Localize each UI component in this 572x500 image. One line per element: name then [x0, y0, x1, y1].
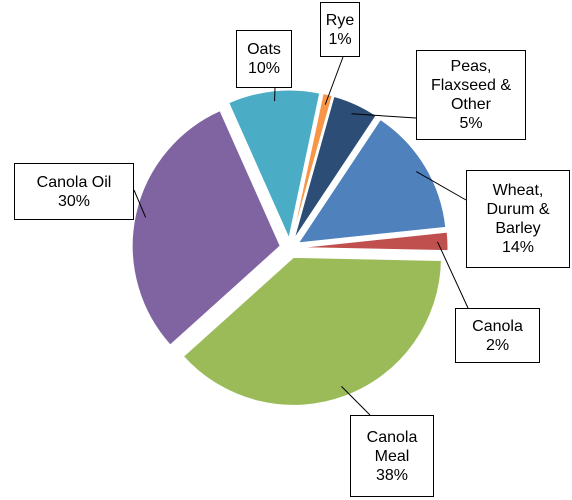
- callout-label: Wheat, Durum & Barley 14%: [466, 170, 570, 268]
- pie-slice: [228, 89, 321, 240]
- callout-label: Oats 10%: [236, 30, 292, 88]
- category-label: Canola Meal: [366, 428, 418, 465]
- callout-line: [416, 171, 467, 201]
- pie-slice: [182, 256, 442, 406]
- value-label: 5%: [459, 115, 483, 132]
- category-label: Oats: [247, 41, 281, 58]
- category-label: Wheat, Durum & Barley: [486, 182, 550, 237]
- category-label: Peas, Flaxseed & Other: [430, 58, 512, 113]
- pie-slice: [291, 92, 333, 239]
- callout-label: Rye 1%: [320, 2, 360, 57]
- callout-line: [324, 56, 344, 105]
- pie-slice: [297, 118, 447, 244]
- category-label: Rye: [325, 11, 355, 29]
- callout-line: [341, 386, 371, 416]
- value-label: 2%: [485, 336, 510, 354]
- category-label: Canola Oil: [36, 173, 112, 191]
- callout-line: [133, 189, 147, 218]
- value-label: 1%: [328, 30, 352, 48]
- value-label: 38%: [375, 466, 409, 484]
- pie-slice: [299, 231, 449, 252]
- callout-label: Canola Oil 30%: [14, 163, 134, 220]
- callout-label: Canola 2%: [455, 308, 540, 363]
- pie-slice: [131, 110, 281, 346]
- value-label: 30%: [57, 192, 91, 210]
- callout-line: [351, 113, 417, 119]
- category-label: Canola: [472, 317, 523, 335]
- value-label: 14%: [501, 239, 535, 256]
- callout-label: Peas, Flaxseed & Other 5%: [416, 50, 526, 140]
- callout-label: Canola Meal 38%: [350, 415, 434, 497]
- callout-line: [437, 241, 469, 309]
- value-label: 10%: [247, 60, 281, 77]
